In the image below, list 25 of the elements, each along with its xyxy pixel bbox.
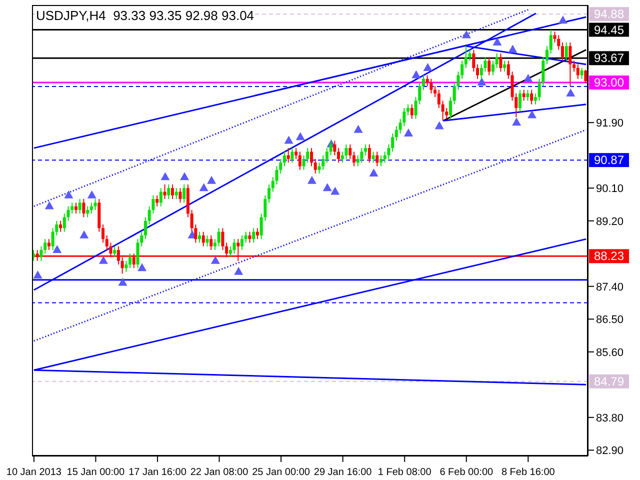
ref-line-label: 93.00	[594, 76, 624, 90]
x-tick-label: 25 Jan 00:00	[252, 467, 310, 478]
y-tick-label: 87.40	[596, 281, 624, 294]
y-tick-label: 89.20	[596, 216, 624, 228]
ref-line-label: 94.88	[594, 7, 624, 22]
ref-line-label: 90.87	[594, 153, 624, 168]
x-tick-label: 8 Feb 16:00	[501, 467, 556, 478]
y-tick-label: 83.80	[596, 412, 624, 424]
ref-line-label: 93.67	[594, 51, 624, 66]
ref-line-label: 88.23	[594, 249, 624, 264]
x-tick-label: 15 Jan 00:00	[66, 467, 126, 478]
y-tick-label: 85.60	[596, 346, 624, 359]
x-tick-label: 29 Jan 16:00	[314, 467, 372, 478]
y-tick-label: 91.90	[596, 117, 624, 130]
x-tick-label: 22 Jan 08:00	[190, 467, 249, 478]
x-tick-label: 1 Feb 08:00	[378, 467, 432, 478]
y-tick-label: 86.50	[596, 314, 624, 326]
chart-title: USDJPY,H4 93.33 93.35 92.98 93.04	[36, 8, 254, 23]
y-tick-label: 82.90	[596, 445, 624, 458]
x-tick-label: 17 Jan 16:00	[128, 467, 187, 478]
x-tick-label: 6 Feb 00:00	[440, 467, 494, 478]
y-tick-label: 90.10	[596, 183, 624, 195]
ref-line-label: 94.45	[594, 22, 624, 37]
x-tick-label: 10 Jan 2013	[6, 467, 62, 478]
ref-line-label: 84.79	[594, 374, 624, 388]
